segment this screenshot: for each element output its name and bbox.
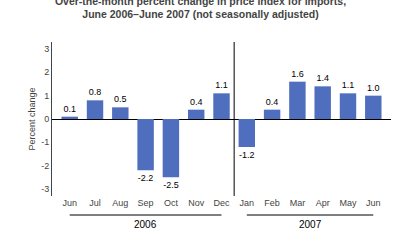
svg-text:Dec: Dec	[213, 198, 230, 208]
svg-text:Jun: Jun	[62, 198, 77, 208]
svg-text:1.4: 1.4	[316, 73, 329, 83]
svg-text:1.1: 1.1	[215, 80, 228, 90]
svg-text:2006: 2006	[134, 219, 157, 230]
svg-text:Sep: Sep	[138, 198, 154, 208]
svg-text:0.8: 0.8	[89, 87, 102, 97]
svg-text:1.6: 1.6	[291, 69, 304, 79]
svg-text:-2: -2	[41, 161, 49, 171]
svg-text:2: 2	[44, 67, 49, 77]
svg-text:0.1: 0.1	[63, 104, 76, 114]
svg-text:Nov: Nov	[188, 198, 205, 208]
svg-text:1: 1	[44, 91, 49, 101]
svg-text:0.4: 0.4	[266, 97, 279, 107]
svg-text:1.0: 1.0	[367, 83, 380, 93]
svg-text:Aug: Aug	[112, 198, 128, 208]
svg-text:Over-the-month percent change: Over-the-month percent change in price i…	[55, 0, 346, 20]
svg-text:Jun: Jun	[366, 198, 381, 208]
svg-text:Jan: Jan	[240, 198, 255, 208]
svg-text:0.4: 0.4	[190, 97, 203, 107]
svg-text:Oct: Oct	[164, 198, 179, 208]
svg-text:0: 0	[44, 114, 49, 124]
svg-text:Mar: Mar	[290, 198, 306, 208]
svg-text:0.5: 0.5	[114, 94, 127, 104]
svg-text:May: May	[339, 198, 357, 208]
svg-text:Feb: Feb	[264, 198, 280, 208]
svg-text:-1.2: -1.2	[239, 150, 255, 160]
svg-text:Percent change: Percent change	[27, 87, 37, 150]
svg-text:1.1: 1.1	[342, 80, 355, 90]
svg-text:-2.5: -2.5	[163, 180, 179, 190]
svg-text:-3: -3	[41, 184, 49, 194]
svg-text:Jul: Jul	[89, 198, 101, 208]
svg-text:2007: 2007	[299, 219, 322, 230]
svg-text:3: 3	[44, 44, 49, 54]
svg-text:-1: -1	[41, 137, 49, 147]
svg-text:Apr: Apr	[316, 198, 330, 208]
svg-text:-2.2: -2.2	[138, 173, 154, 183]
